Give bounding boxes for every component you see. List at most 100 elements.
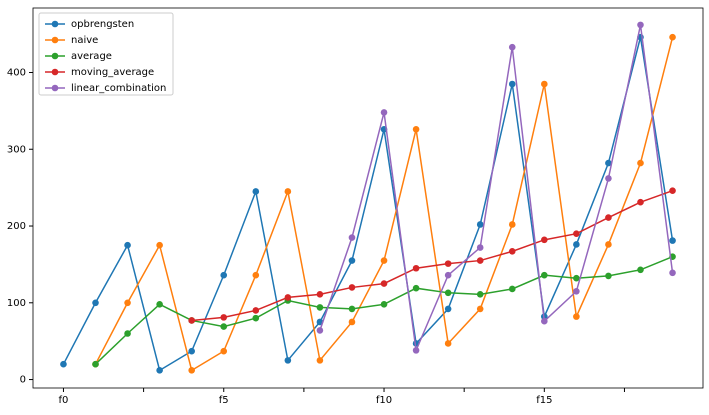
point xyxy=(348,284,356,291)
plot-frame xyxy=(32,7,704,389)
point xyxy=(380,280,388,287)
point xyxy=(92,360,99,368)
point xyxy=(669,33,676,41)
point xyxy=(348,305,356,313)
point xyxy=(476,305,484,313)
point xyxy=(605,175,612,182)
point xyxy=(316,327,324,334)
point xyxy=(156,301,163,308)
point xyxy=(220,347,228,355)
legend-marker xyxy=(51,52,59,60)
point xyxy=(380,257,388,264)
point xyxy=(605,214,612,221)
point xyxy=(220,271,228,279)
point xyxy=(156,367,163,374)
legend-marker xyxy=(51,68,59,76)
point xyxy=(669,269,676,277)
point xyxy=(508,80,516,88)
point xyxy=(188,347,195,355)
series-line xyxy=(94,36,674,372)
point xyxy=(380,109,388,116)
series-line xyxy=(94,256,673,365)
series-line xyxy=(319,24,674,354)
point xyxy=(444,289,452,297)
point xyxy=(541,317,548,325)
point xyxy=(124,241,131,249)
point xyxy=(637,159,644,167)
point xyxy=(541,236,548,244)
point xyxy=(348,318,356,326)
x-tick-label: f5 xyxy=(219,395,229,406)
point xyxy=(444,271,452,279)
point xyxy=(637,21,644,29)
point xyxy=(605,272,612,280)
legend-label: naive xyxy=(71,35,98,46)
point xyxy=(348,234,356,241)
point xyxy=(252,314,260,322)
point xyxy=(444,340,452,347)
point xyxy=(573,230,580,237)
point xyxy=(92,299,99,307)
point xyxy=(316,304,324,311)
point xyxy=(444,305,452,313)
point xyxy=(637,198,644,206)
point xyxy=(476,221,484,228)
point xyxy=(605,159,612,167)
point xyxy=(380,301,388,308)
point xyxy=(508,43,516,51)
x-tick-label: f10 xyxy=(376,395,392,406)
point xyxy=(220,323,228,330)
legend-label: opbrengsten xyxy=(71,19,134,30)
point xyxy=(124,330,131,337)
series-line xyxy=(62,36,674,372)
point xyxy=(348,257,356,264)
legend-label: linear_combination xyxy=(71,83,166,94)
point xyxy=(573,241,580,248)
x-tick-label: f15 xyxy=(536,395,552,406)
point xyxy=(476,257,484,264)
point xyxy=(508,248,516,255)
point xyxy=(252,271,260,279)
y-tick-label: 200 xyxy=(7,221,26,232)
point xyxy=(412,284,420,292)
point xyxy=(476,244,484,251)
point xyxy=(188,367,195,374)
point xyxy=(541,80,548,88)
point xyxy=(252,307,260,314)
legend-marker xyxy=(51,84,59,92)
point xyxy=(156,241,163,249)
point xyxy=(444,260,452,267)
point xyxy=(637,266,644,274)
point xyxy=(573,274,580,282)
point xyxy=(508,221,516,228)
point xyxy=(252,188,260,195)
point xyxy=(284,357,292,364)
point xyxy=(60,360,67,368)
y-tick-label: 400 xyxy=(7,67,26,78)
y-tick-label: 100 xyxy=(7,298,26,309)
series-line xyxy=(191,190,673,322)
legend-label: moving_average xyxy=(71,67,154,78)
point xyxy=(573,313,580,320)
point xyxy=(669,187,676,195)
point xyxy=(476,291,484,298)
point xyxy=(541,271,548,279)
point xyxy=(669,237,676,244)
legend-marker xyxy=(51,36,59,44)
point xyxy=(605,241,612,248)
legend-label: average xyxy=(71,51,112,62)
point xyxy=(412,264,420,272)
point xyxy=(316,357,324,364)
point xyxy=(188,317,195,324)
point xyxy=(508,285,516,293)
legend-box xyxy=(38,12,174,96)
point xyxy=(316,291,324,298)
legend-marker xyxy=(51,20,59,28)
x-tick-label: f0 xyxy=(59,395,69,406)
point xyxy=(220,314,228,321)
point xyxy=(284,294,292,301)
point xyxy=(412,347,420,354)
point xyxy=(573,287,580,295)
y-tick-label: 0 xyxy=(20,375,26,386)
